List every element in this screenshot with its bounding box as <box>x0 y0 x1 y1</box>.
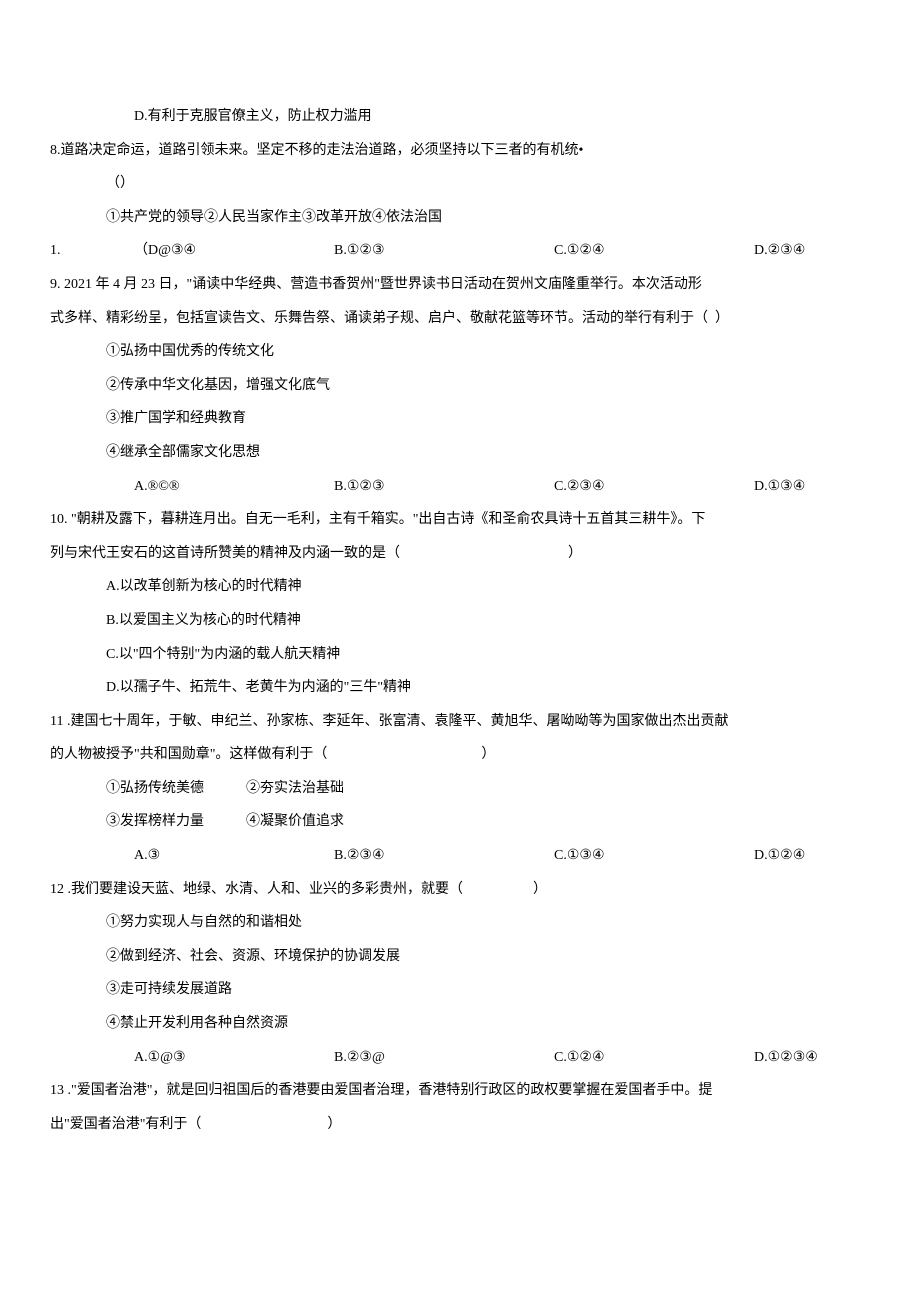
q10-option-a: A.以改革创新为核心的时代精神 <box>50 570 870 604</box>
q11-option-d: D.①②④ <box>754 839 805 873</box>
q8-option-b: B.①②③ <box>334 234 554 268</box>
q10-option-c: C.以"四个特别"为内涵的载人航天精神 <box>50 638 870 672</box>
q11-options: A.③ B.②③④ C.①③④ D.①②④ <box>50 839 870 873</box>
q8-subitems: ①共产党的领导②人民当家作主③改革开放④依法治国 <box>50 201 870 235</box>
q12-option-d: D.①②③④ <box>754 1041 818 1075</box>
q12-sub1: ①努力实现人与自然的和谐相处 <box>50 906 870 940</box>
q12-options: A.①@③ B.②③@ C.①②④ D.①②③④ <box>50 1041 870 1075</box>
q9-stem-line1: 9. 2021 年 4 月 23 日，"诵读中华经典、营造书香贺州"暨世界读书日… <box>50 268 870 302</box>
q12-sub2: ②做到经济、社会、资源、环境保护的协调发展 <box>50 940 870 974</box>
q11-option-b: B.②③④ <box>334 839 554 873</box>
q11-lead <box>50 839 134 873</box>
q11-sub34: ③发挥榜样力量 ④凝聚价值追求 <box>50 805 870 839</box>
q11-stem-line1: 11 .建国七十周年，于敏、申纪兰、孙家栋、李延年、张富清、袁隆平、黄旭华、屠呦… <box>50 705 870 739</box>
q8-options: 1. （D@③④ B.①②③ C.①②④ D.②③④ <box>50 234 870 268</box>
question-10: 10. "朝耕及露下，暮耕连月出。自无一毛利，主有千箱实。"出自古诗《和圣俞农具… <box>50 503 870 705</box>
q12-option-c: C.①②④ <box>554 1041 754 1075</box>
q12-sub3: ③走可持续发展道路 <box>50 973 870 1007</box>
q8-stem-line2: （） <box>50 167 870 201</box>
q12-lead <box>50 1041 134 1075</box>
q9-sub2: ②传承中华文化基因，增强文化底气 <box>50 369 870 403</box>
q9-option-d: D.①③④ <box>754 470 805 504</box>
q10-stem-line2: 列与宋代王安石的这首诗所赞美的精神及内涵一致的是（ ） <box>50 537 870 571</box>
q8-option-c: C.①②④ <box>554 234 754 268</box>
question-7-tail: D.有利于克服官僚主义，防止权力滥用 <box>50 100 870 134</box>
q9-sub4: ④继承全部儒家文化思想 <box>50 436 870 470</box>
q8-option-d: D.②③④ <box>754 234 805 268</box>
q8-option-a: （D@③④ <box>134 234 334 268</box>
q9-option-a: A.®©® <box>134 470 334 504</box>
question-11: 11 .建国七十周年，于敏、申纪兰、孙家栋、李延年、张富清、袁隆平、黄旭华、屠呦… <box>50 705 870 873</box>
question-9: 9. 2021 年 4 月 23 日，"诵读中华经典、营造书香贺州"暨世界读书日… <box>50 268 870 503</box>
q10-option-d: D.以孺子牛、拓荒牛、老黄牛为内涵的"三牛"精神 <box>50 671 870 705</box>
q9-option-c: C.②③④ <box>554 470 754 504</box>
q11-option-a: A.③ <box>134 839 334 873</box>
q9-options: A.®©® B.①②③ C.②③④ D.①③④ <box>50 470 870 504</box>
question-13: 13 ."爱国者治港"，就是回归祖国后的香港要由爱国者治理，香港特别行政区的政权… <box>50 1074 870 1141</box>
q8-stem-line1: 8.道路决定命运，道路引领未来。坚定不移的走法治道路，必须坚持以下三者的有机统• <box>50 134 870 168</box>
q12-option-b: B.②③@ <box>334 1041 554 1075</box>
q9-sub1: ①弘扬中国优秀的传统文化 <box>50 335 870 369</box>
q9-stem-line2: 式多样、精彩纷呈，包括宣读告文、乐舞告祭、诵读弟子规、启户、敬献花篮等环节。活动… <box>50 302 870 336</box>
q11-stem-line2: 的人物被授予"共和国勋章"。这样做有利于（ ） <box>50 738 870 772</box>
q13-stem-line2: 出"爱国者治港"有利于（ ） <box>50 1108 870 1142</box>
q9-option-b: B.①②③ <box>334 470 554 504</box>
q9-lead <box>50 470 134 504</box>
q10-stem-line1: 10. "朝耕及露下，暮耕连月出。自无一毛利，主有千箱实。"出自古诗《和圣俞农具… <box>50 503 870 537</box>
q8-lead: 1. <box>50 234 134 268</box>
q7-option-d: D.有利于克服官僚主义，防止权力滥用 <box>50 100 870 134</box>
question-12: 12 .我们要建设天蓝、地绿、水清、人和、业兴的多彩贵州，就要（ ） ①努力实现… <box>50 873 870 1075</box>
q12-sub4: ④禁止开发利用各种自然资源 <box>50 1007 870 1041</box>
q11-sub12: ①弘扬传统美德 ②夯实法治基础 <box>50 772 870 806</box>
question-8: 8.道路决定命运，道路引领未来。坚定不移的走法治道路，必须坚持以下三者的有机统•… <box>50 134 870 268</box>
q12-option-a: A.①@③ <box>134 1041 334 1075</box>
q12-stem: 12 .我们要建设天蓝、地绿、水清、人和、业兴的多彩贵州，就要（ ） <box>50 873 870 907</box>
q11-option-c: C.①③④ <box>554 839 754 873</box>
q13-stem-line1: 13 ."爱国者治港"，就是回归祖国后的香港要由爱国者治理，香港特别行政区的政权… <box>50 1074 870 1108</box>
q9-sub3: ③推广国学和经典教育 <box>50 402 870 436</box>
q10-option-b: B.以爱国主义为核心的时代精神 <box>50 604 870 638</box>
